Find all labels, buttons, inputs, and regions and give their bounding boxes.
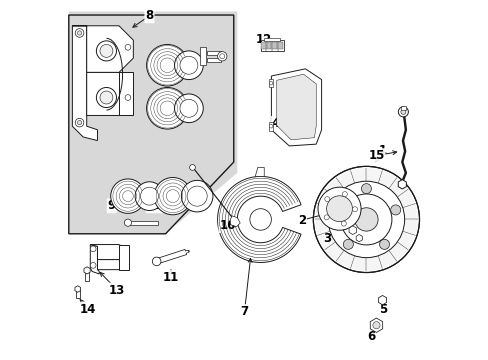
Circle shape: [269, 125, 272, 128]
Bar: [206, 50, 221, 55]
Circle shape: [154, 177, 191, 215]
Polygon shape: [69, 15, 233, 234]
Text: 4: 4: [271, 117, 280, 130]
Circle shape: [187, 186, 207, 206]
Circle shape: [398, 107, 407, 117]
Bar: [199, 47, 206, 65]
Bar: [260, 40, 284, 51]
Circle shape: [317, 187, 360, 230]
Circle shape: [100, 91, 113, 104]
Circle shape: [100, 44, 113, 57]
Bar: [128, 221, 158, 225]
Bar: [261, 41, 265, 49]
Circle shape: [352, 207, 357, 212]
Circle shape: [140, 187, 158, 205]
Bar: [76, 290, 80, 298]
Circle shape: [125, 95, 131, 100]
Circle shape: [174, 94, 203, 123]
Circle shape: [110, 179, 145, 213]
Polygon shape: [72, 26, 133, 72]
Bar: [264, 38, 280, 41]
Text: 7: 7: [240, 305, 248, 318]
Circle shape: [400, 109, 405, 114]
Bar: [268, 79, 273, 87]
Circle shape: [314, 168, 417, 271]
Bar: [278, 41, 282, 49]
Text: 1: 1: [378, 144, 386, 157]
Text: 10: 10: [146, 199, 163, 212]
Circle shape: [390, 205, 400, 215]
Bar: [272, 41, 277, 49]
Circle shape: [269, 81, 272, 85]
Text: 2: 2: [297, 214, 305, 227]
Bar: [119, 244, 129, 270]
Bar: [266, 41, 271, 49]
Circle shape: [361, 184, 371, 194]
Text: 9: 9: [107, 199, 116, 212]
Circle shape: [124, 219, 131, 226]
Circle shape: [342, 192, 346, 197]
Polygon shape: [90, 244, 99, 274]
Circle shape: [189, 165, 195, 170]
Circle shape: [90, 246, 96, 252]
Circle shape: [180, 56, 198, 74]
Circle shape: [180, 99, 198, 117]
Circle shape: [249, 209, 271, 230]
Circle shape: [340, 194, 391, 245]
Circle shape: [327, 181, 404, 258]
Circle shape: [135, 182, 163, 211]
Polygon shape: [72, 26, 97, 140]
Text: 5: 5: [379, 303, 387, 316]
Polygon shape: [86, 72, 133, 116]
Text: 14: 14: [80, 303, 96, 316]
Circle shape: [326, 196, 352, 222]
Circle shape: [341, 221, 346, 226]
Text: 11: 11: [163, 271, 179, 284]
Polygon shape: [69, 12, 237, 234]
Text: 12: 12: [256, 32, 272, 46]
Polygon shape: [97, 260, 128, 270]
Bar: [85, 271, 89, 281]
Circle shape: [146, 87, 188, 129]
Bar: [119, 72, 133, 116]
Polygon shape: [230, 216, 240, 226]
Circle shape: [313, 166, 419, 273]
Circle shape: [125, 44, 131, 50]
Circle shape: [96, 41, 116, 61]
Polygon shape: [90, 244, 128, 260]
Polygon shape: [276, 74, 316, 140]
Circle shape: [343, 239, 353, 249]
Bar: [400, 107, 405, 110]
Circle shape: [181, 180, 212, 212]
Bar: [206, 58, 221, 62]
Circle shape: [174, 51, 203, 80]
Bar: [155, 249, 186, 264]
Circle shape: [324, 197, 329, 202]
Circle shape: [77, 121, 81, 125]
Circle shape: [152, 257, 161, 266]
Polygon shape: [255, 167, 264, 176]
Text: 15: 15: [367, 149, 384, 162]
Circle shape: [77, 31, 81, 35]
Polygon shape: [217, 176, 301, 262]
Circle shape: [90, 262, 96, 268]
Circle shape: [217, 51, 226, 61]
Circle shape: [75, 29, 83, 37]
Polygon shape: [271, 69, 321, 146]
Circle shape: [331, 205, 342, 215]
Circle shape: [96, 87, 116, 108]
Text: 3: 3: [322, 231, 330, 244]
Circle shape: [219, 54, 224, 59]
Text: 16: 16: [219, 219, 235, 232]
Circle shape: [146, 44, 188, 86]
Circle shape: [75, 118, 83, 127]
Circle shape: [379, 239, 389, 249]
Circle shape: [354, 208, 377, 231]
Text: 8: 8: [145, 9, 153, 22]
Text: 6: 6: [367, 330, 375, 343]
Text: 13: 13: [109, 284, 125, 297]
Circle shape: [372, 321, 379, 329]
Bar: [268, 122, 273, 131]
Circle shape: [324, 215, 328, 220]
